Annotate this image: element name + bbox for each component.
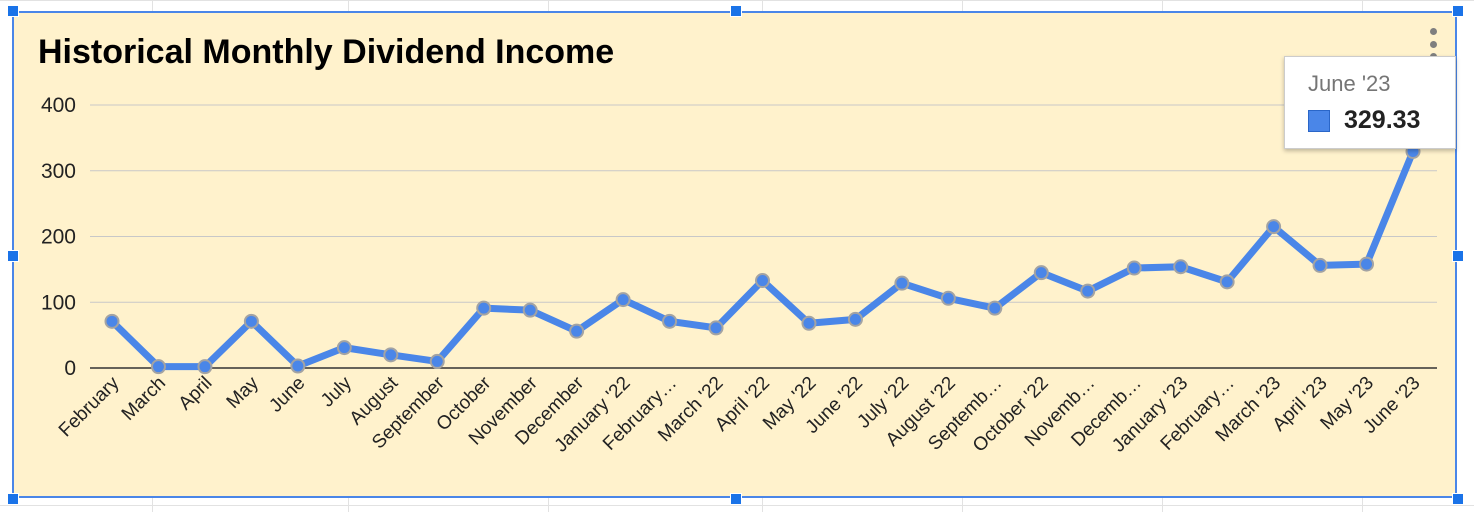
data-point[interactable] bbox=[104, 313, 120, 329]
data-point[interactable] bbox=[569, 323, 585, 339]
resize-handle-top-right[interactable] bbox=[1452, 5, 1464, 17]
resize-handle-bottom-right[interactable] bbox=[1452, 493, 1464, 505]
x-tick-label: April bbox=[175, 373, 217, 415]
tooltip-value: 329.33 bbox=[1344, 106, 1421, 134]
data-point[interactable] bbox=[1312, 257, 1328, 273]
data-point[interactable] bbox=[708, 320, 724, 336]
x-tick-label: June bbox=[265, 373, 309, 417]
y-tick-label: 400 bbox=[41, 94, 76, 117]
data-point[interactable] bbox=[1359, 256, 1375, 272]
data-point[interactable] bbox=[429, 353, 445, 369]
series-line-path bbox=[108, 147, 1417, 371]
data-point[interactable] bbox=[662, 313, 678, 329]
tooltip-label: June '23 bbox=[1308, 71, 1391, 96]
chart-container[interactable] bbox=[12, 11, 1457, 498]
data-tooltip: June '23 329.33 bbox=[1284, 56, 1456, 149]
data-points bbox=[104, 143, 1421, 375]
data-point[interactable] bbox=[801, 315, 817, 331]
x-tick-label: July bbox=[317, 372, 356, 411]
data-point[interactable] bbox=[1173, 259, 1189, 275]
data-point[interactable] bbox=[1080, 283, 1096, 299]
data-point[interactable] bbox=[894, 275, 910, 291]
resize-handle-bottom-left[interactable] bbox=[7, 493, 19, 505]
resize-handle-top-center[interactable] bbox=[730, 5, 742, 17]
chart-title: Historical Monthly Dividend Income bbox=[38, 33, 615, 71]
data-point[interactable] bbox=[476, 300, 492, 316]
resize-handle-bottom-center[interactable] bbox=[730, 493, 742, 505]
y-tick-label: 200 bbox=[41, 226, 76, 249]
gridlines bbox=[90, 104, 1437, 369]
data-point[interactable] bbox=[755, 273, 770, 289]
data-point[interactable] bbox=[987, 300, 1003, 316]
data-point[interactable] bbox=[1033, 265, 1049, 281]
data-point[interactable] bbox=[940, 290, 956, 306]
data-point[interactable] bbox=[1126, 260, 1142, 276]
y-tick-label: 0 bbox=[64, 357, 76, 380]
y-tick-label: 100 bbox=[41, 291, 76, 314]
data-point[interactable] bbox=[197, 359, 213, 375]
y-axis-ticks: 0 100 200 300 400 bbox=[41, 94, 76, 380]
data-point[interactable] bbox=[336, 340, 352, 356]
x-tick-label: March bbox=[118, 373, 170, 425]
y-tick-label: 300 bbox=[41, 160, 76, 183]
series-line bbox=[108, 147, 1417, 371]
x-tick-label: February bbox=[55, 372, 124, 441]
data-point[interactable] bbox=[243, 313, 259, 329]
resize-handle-middle-right[interactable] bbox=[1452, 250, 1464, 262]
data-point[interactable] bbox=[847, 311, 863, 327]
resize-handle-middle-left[interactable] bbox=[7, 250, 19, 262]
resize-handle-top-left[interactable] bbox=[7, 5, 19, 17]
data-point[interactable] bbox=[290, 358, 306, 374]
data-point[interactable] bbox=[383, 347, 399, 363]
data-point[interactable] bbox=[1219, 274, 1235, 290]
data-point[interactable] bbox=[615, 292, 631, 308]
x-tick-label: May bbox=[223, 372, 264, 413]
tooltip-series-swatch bbox=[1308, 110, 1330, 132]
data-point[interactable] bbox=[522, 302, 538, 318]
data-point[interactable] bbox=[1266, 219, 1282, 235]
data-point[interactable] bbox=[150, 359, 166, 375]
